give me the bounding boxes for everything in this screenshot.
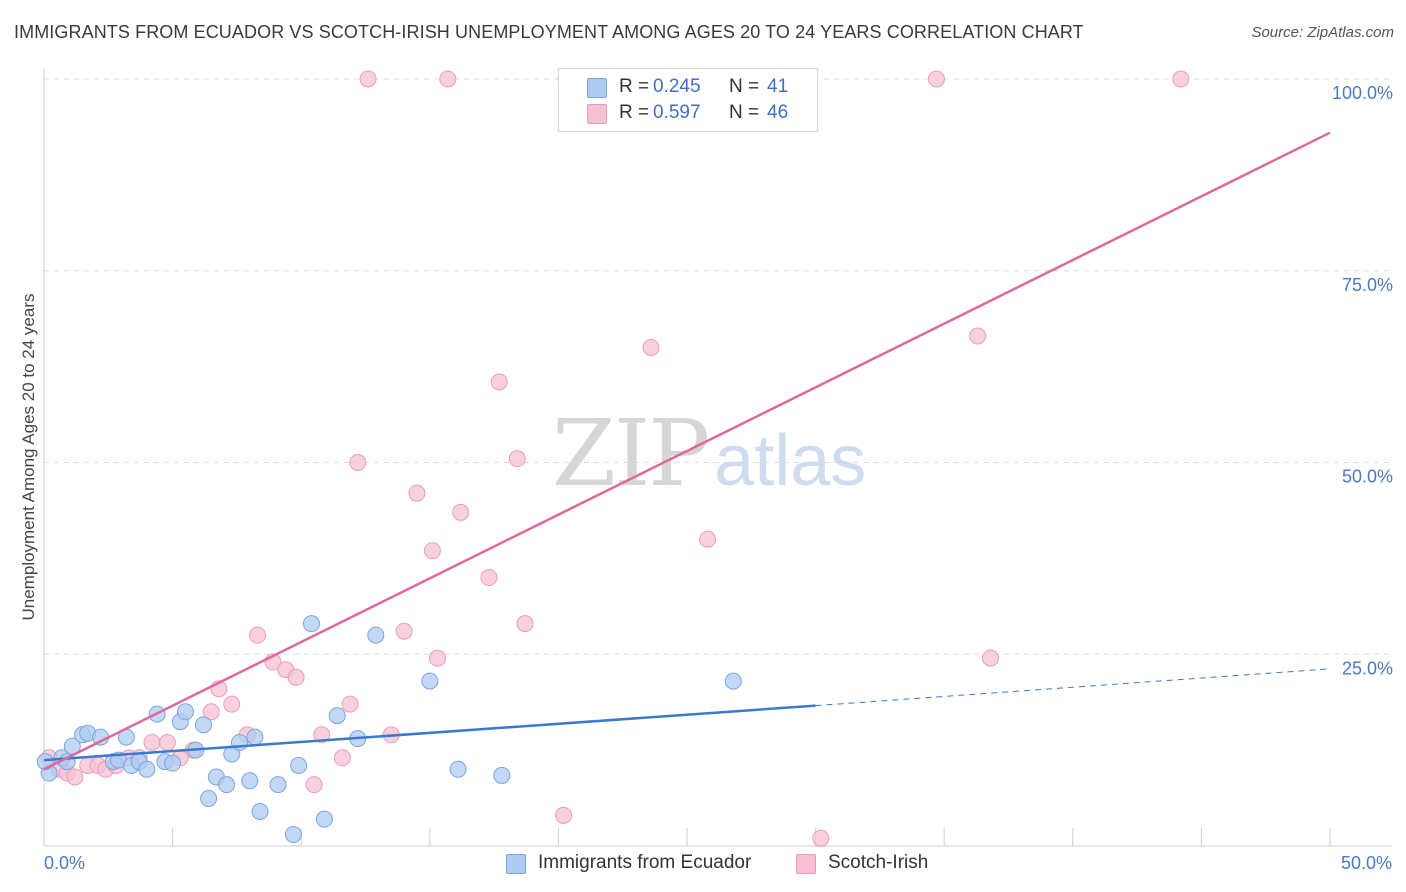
- legend-n-value: 41: [767, 76, 789, 97]
- y-tick-label-25: 25.0%: [1342, 658, 1393, 678]
- scotch-irish-point-21: [287, 668, 305, 686]
- ecuador-point-29: [284, 825, 302, 843]
- axes: [43, 68, 1392, 847]
- scotch-irish-trend-line: [43, 131, 1331, 771]
- y-tick-label-75: 75.0%: [1342, 275, 1393, 295]
- scotch-irish-point-33: [439, 70, 457, 88]
- y-tick-label-100: 100.0%: [1332, 83, 1393, 103]
- ecuador-point-28: [269, 776, 287, 794]
- ecuador-point-35: [367, 626, 385, 644]
- scotch-irish-point-43: [812, 829, 830, 847]
- chart-title: IMMIGRANTS FROM ECUADOR VS SCOTCH-IRISH …: [14, 22, 1084, 42]
- scotch-irish-point-18: [248, 626, 266, 644]
- ecuador-point-12: [138, 760, 156, 778]
- legend-swatch-scotch-irish: [587, 104, 607, 124]
- ecuador-point-19: [194, 716, 212, 734]
- scotch-irish-point-39: [555, 806, 573, 824]
- scotch-irish-point-14: [202, 703, 220, 721]
- ecuador-point-22: [218, 776, 236, 794]
- scotch-irish-point-26: [349, 454, 367, 471]
- y-tick-label-50: 50.0%: [1342, 467, 1393, 487]
- y-axis-tick-labels: 25.0% 50.0% 75.0% 100.0%: [1332, 83, 1393, 678]
- ecuador-point-38: [493, 766, 511, 784]
- x-axis-ticks: [43, 828, 1331, 846]
- scotch-irish-point-38: [516, 615, 534, 633]
- legend-swatch-ecuador: [587, 78, 607, 98]
- legend-r-value: 0.597: [653, 102, 701, 123]
- ecuador-point-31: [302, 615, 320, 633]
- scotch-irish-point-37: [508, 450, 526, 468]
- ecuador-point-27: [251, 802, 269, 820]
- scotch-irish-point-34: [452, 503, 470, 521]
- ecuador-point-39: [724, 672, 742, 690]
- y-axis-title: Unemployment Among Ages 20 to 24 years: [19, 294, 38, 621]
- x-tick-label-max: 50.0%: [1341, 853, 1392, 873]
- ecuador-point-25: [241, 772, 259, 790]
- bottom-legend-label-scotch-irish: Scotch-Irish: [828, 852, 929, 873]
- ecuador-point-36: [421, 672, 439, 690]
- scotch-irish-point-45: [969, 327, 987, 345]
- scotch-irish-point-29: [395, 622, 413, 640]
- legend-n-label: N =: [729, 76, 760, 97]
- scotch-irish-point-42: [699, 530, 717, 548]
- scotch-irish-point-11: [158, 733, 176, 751]
- x-tick-label-min: 0.0%: [44, 853, 85, 873]
- scotch-irish-point-31: [423, 542, 441, 560]
- scotch-irish-point-44: [927, 70, 945, 88]
- scotch-irish-point-22: [305, 776, 323, 794]
- ecuador-point-24: [230, 733, 248, 751]
- ecuador-point-26: [246, 728, 264, 746]
- scotch-irish-point-23: [313, 726, 331, 744]
- scotch-irish-point-47: [1172, 70, 1190, 88]
- scotch-irish-point-32: [429, 649, 447, 667]
- bottom-legend-label-ecuador: Immigrants from Ecuador: [538, 852, 752, 873]
- scotch-irish-point-10: [143, 733, 161, 751]
- scotch-irish-point-3: [66, 768, 84, 786]
- ecuador-trend-line: [43, 704, 816, 762]
- scotch-irish-point-30: [408, 484, 426, 502]
- correlation-legend: R = 0.245 N = 41 R = 0.597 N = 46: [558, 68, 818, 132]
- scotch-irish-point-27: [359, 70, 377, 88]
- scotch-irish-point-25: [341, 695, 359, 713]
- legend-n-value: 46: [767, 102, 789, 123]
- ecuador-point-15: [164, 754, 182, 772]
- scotch-irish-point-46: [981, 649, 999, 667]
- scotch-irish-points: [40, 70, 1190, 847]
- scotch-irish-point-41: [642, 338, 660, 356]
- gridlines: [44, 78, 1392, 655]
- ecuador-point-33: [328, 707, 346, 725]
- ecuador-point-17: [176, 703, 194, 721]
- trend-lines: [43, 131, 1331, 771]
- ecuador-point-20: [200, 789, 218, 807]
- ecuador-point-30: [290, 756, 308, 774]
- scotch-irish-point-35: [480, 569, 498, 587]
- legend-n-label: N =: [729, 102, 760, 123]
- ecuador-point-37: [449, 760, 467, 778]
- scotch-irish-point-36: [490, 373, 508, 391]
- ecuador-point-32: [315, 810, 333, 828]
- legend-r-label: R =: [619, 76, 650, 97]
- scotch-irish-point-24: [333, 749, 351, 767]
- ecuador-trend-extension: [815, 668, 1331, 707]
- legend-r-value: 0.245: [653, 76, 701, 97]
- bottom-legend-swatch-ecuador: [506, 854, 526, 874]
- scotch-irish-point-16: [223, 695, 241, 713]
- bottom-legend-swatch-scotch-irish: [796, 854, 816, 874]
- legend-r-label: R =: [619, 102, 650, 123]
- source-label: Source: ZipAtlas.com: [1251, 24, 1394, 41]
